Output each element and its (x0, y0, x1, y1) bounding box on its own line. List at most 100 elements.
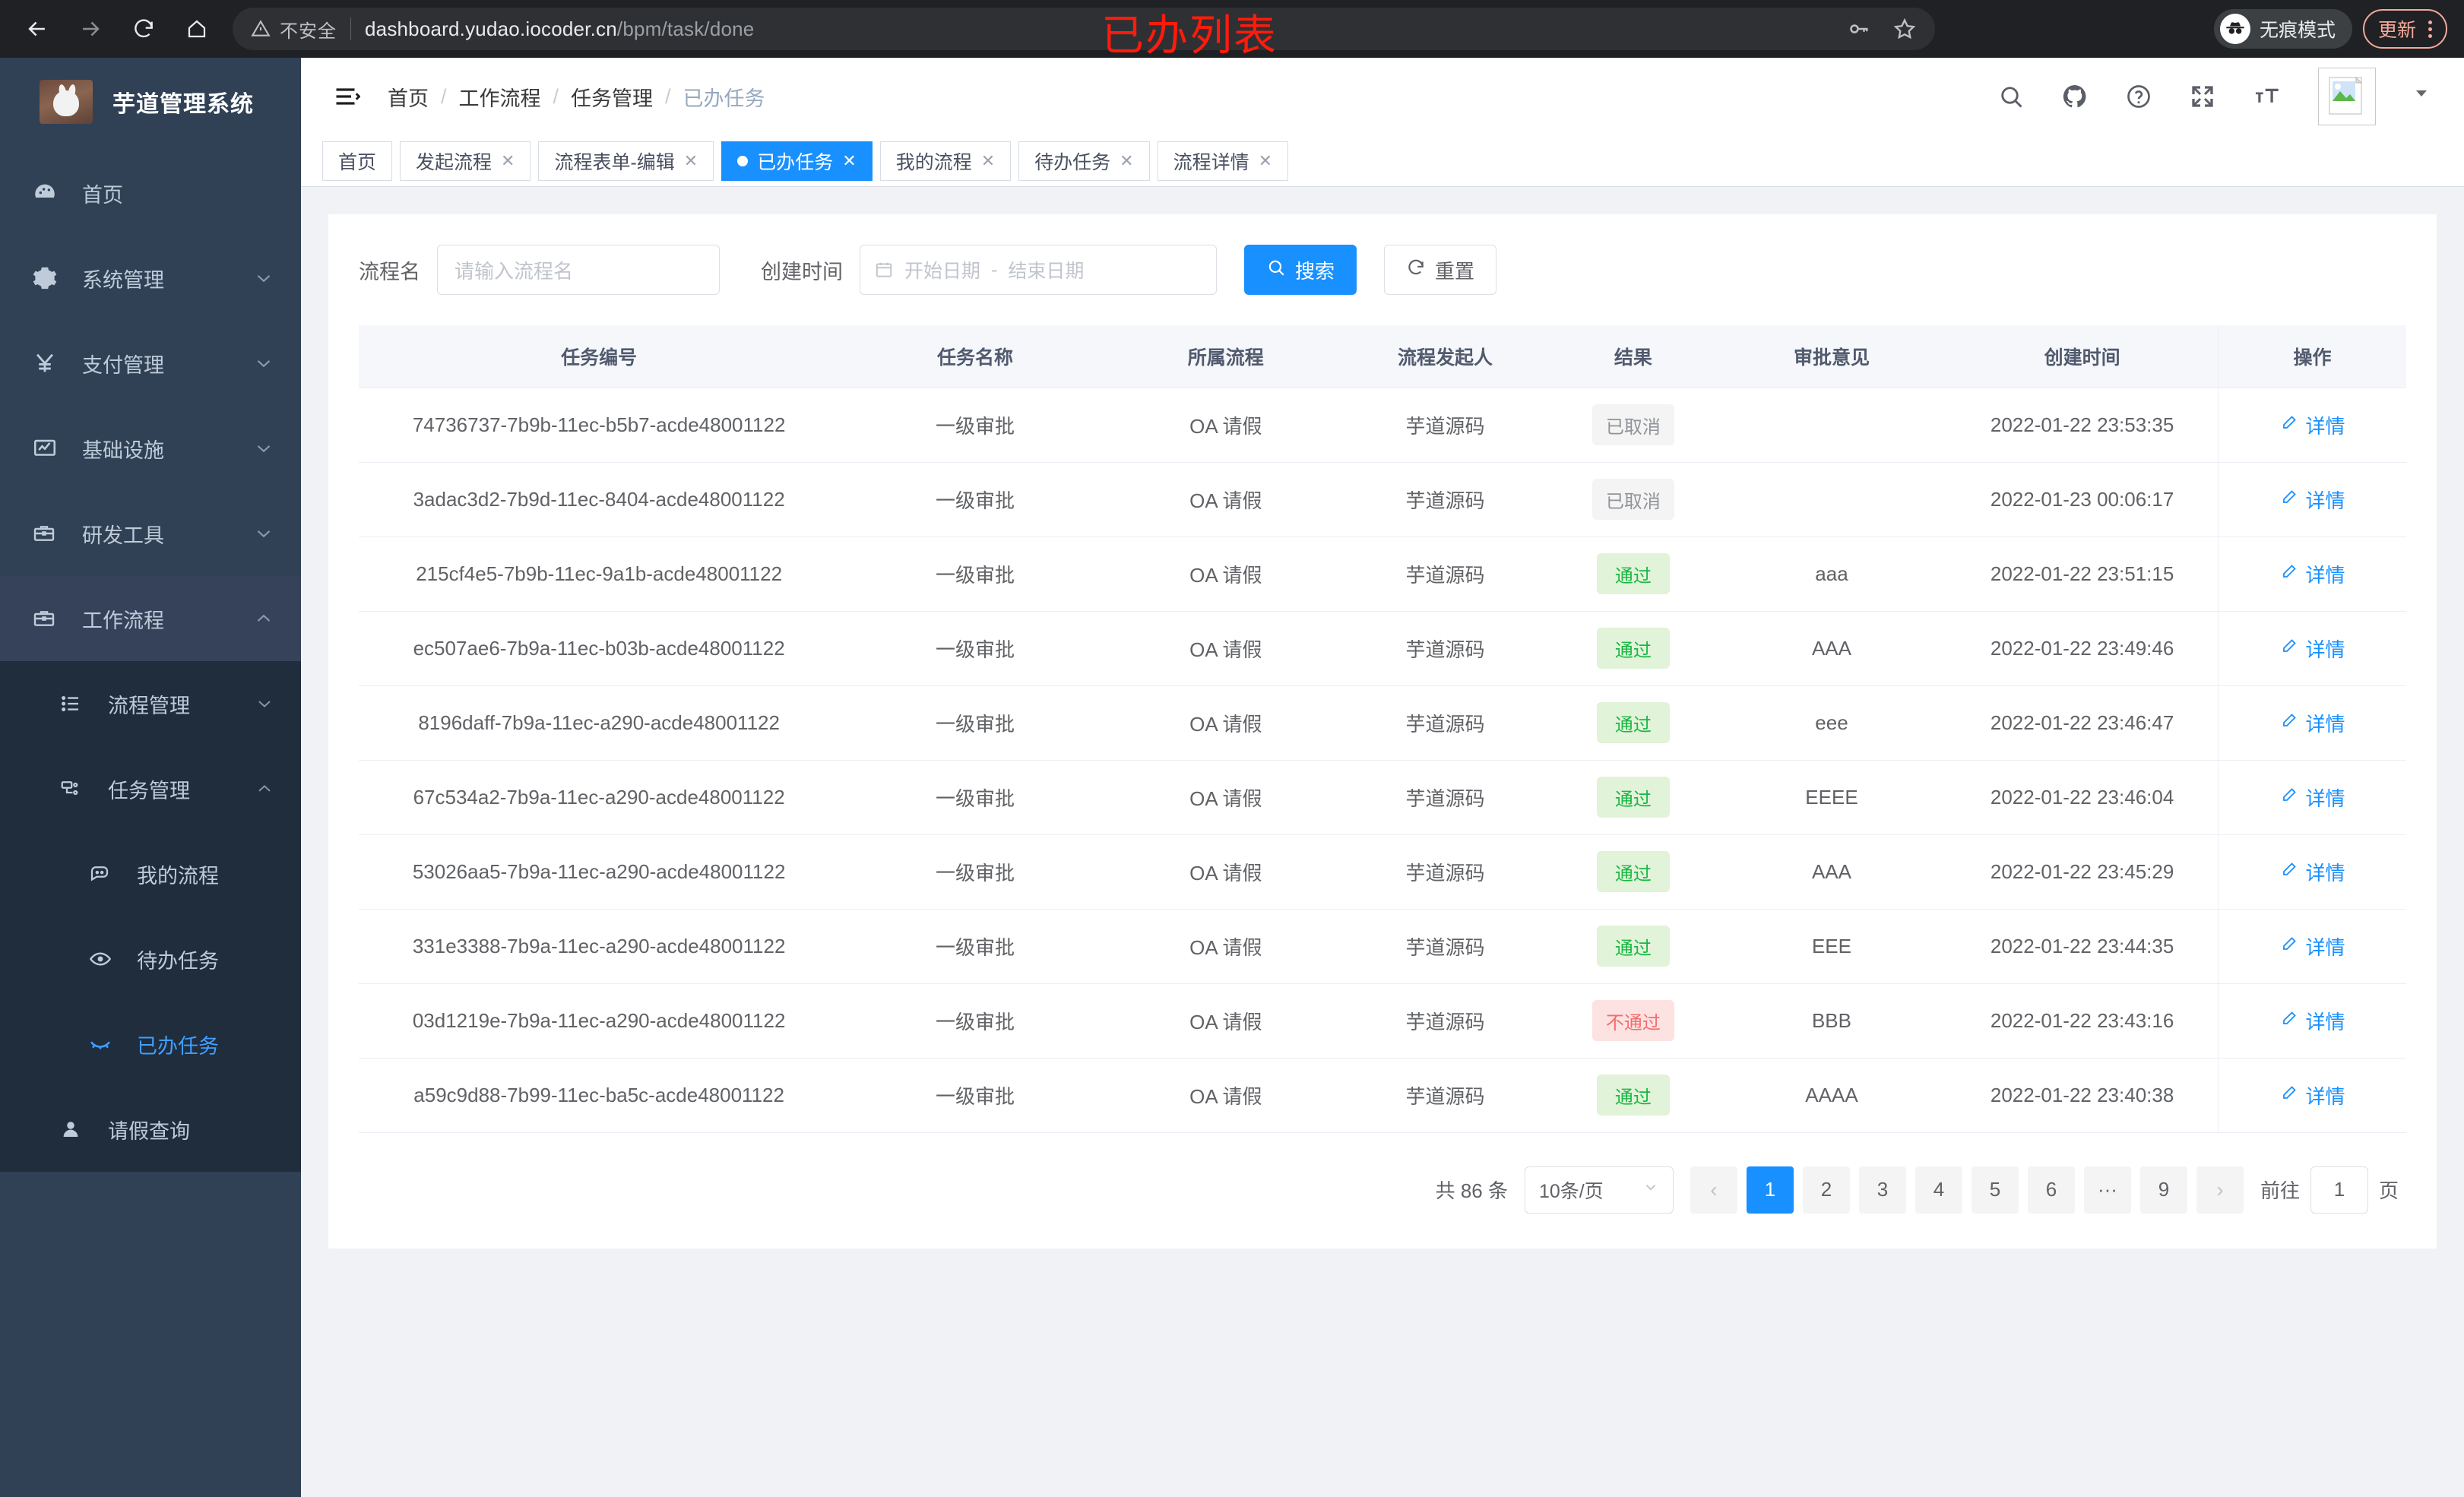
address-bar[interactable]: 不安全 dashboard.yudao.iocoder.cn/bpm/task/… (233, 8, 1935, 50)
font-size-icon[interactable] (2253, 82, 2282, 111)
key-icon[interactable] (1847, 17, 1870, 40)
col-process: 所属流程 (1110, 325, 1341, 388)
cell-task-id: ec507ae6-7b9a-11ec-b03b-acde48001122 (359, 611, 840, 686)
tab-process-form-edit[interactable]: 流程表单-编辑 ✕ (538, 141, 714, 181)
detail-link[interactable]: 详情 (2280, 635, 2345, 663)
reload-icon[interactable] (120, 5, 167, 52)
close-icon[interactable]: ✕ (842, 150, 857, 170)
avatar[interactable] (2318, 68, 2376, 125)
status-badge: 通过 (1596, 628, 1670, 669)
detail-link[interactable]: 详情 (2280, 411, 2345, 439)
tab-todo-task[interactable]: 待办任务 ✕ (1018, 141, 1150, 181)
page-button-5[interactable]: 5 (1971, 1166, 2019, 1214)
incognito-label: 无痕模式 (2259, 20, 2336, 41)
sidebar-logo[interactable]: 芋道管理系统 (0, 58, 301, 146)
next-page-button[interactable]: › (2196, 1166, 2244, 1214)
edit-icon (2280, 488, 2298, 511)
sidebar-item-my-process[interactable]: 我的流程 (0, 831, 301, 916)
close-icon[interactable]: ✕ (1258, 150, 1273, 170)
cell-task-name: 一级审批 (839, 1058, 1111, 1133)
incognito-indicator[interactable]: 无痕模式 (2213, 9, 2352, 49)
page-button-9[interactable]: 9 (2139, 1166, 2187, 1214)
page-button-2[interactable]: 2 (1802, 1166, 1850, 1214)
star-icon[interactable] (1892, 17, 1917, 41)
tab-start-process[interactable]: 发起流程 ✕ (400, 141, 531, 181)
cell-comment: AAA (1716, 834, 1947, 910)
tab-process-detail[interactable]: 流程详情 ✕ (1157, 141, 1289, 181)
detail-link[interactable]: 详情 (2280, 560, 2345, 588)
cell-process: OA 请假 (1110, 611, 1341, 686)
page-button-6[interactable]: 6 (2027, 1166, 2075, 1214)
status-badge: 不通过 (1591, 1000, 1674, 1041)
sidebar-item-task-manage[interactable]: 任务管理 (0, 746, 301, 831)
kebab-menu-icon[interactable] (2424, 20, 2437, 38)
sidebar-item-home[interactable]: 首页 (0, 150, 301, 236)
detail-link[interactable]: 详情 (2280, 858, 2345, 886)
search-button-label: 搜索 (1295, 259, 1335, 283)
sidebar-item-devtools[interactable]: 研发工具 (0, 491, 301, 576)
tab-done-task[interactable]: 已办任务 ✕ (721, 141, 873, 181)
update-button[interactable]: 更新 (2362, 9, 2447, 49)
sidebar-item-system[interactable]: 系统管理 (0, 236, 301, 321)
sidebar-item-infrastructure[interactable]: 基础设施 (0, 406, 301, 491)
page-button-4[interactable]: 4 (1915, 1166, 1962, 1214)
hamburger-icon[interactable] (325, 78, 368, 115)
search-button[interactable]: 搜索 (1244, 245, 1357, 295)
tab-my-process[interactable]: 我的流程 ✕ (879, 141, 1012, 181)
detail-link[interactable]: 详情 (2280, 486, 2345, 514)
sidebar-item-todo-task[interactable]: 待办任务 (0, 916, 301, 1002)
close-icon[interactable]: ✕ (980, 150, 996, 170)
cell-process: OA 请假 (1110, 1058, 1341, 1133)
sidebar-menu: 首页 系统管理 支付管理 (0, 150, 301, 661)
sidebar-item-leave-query[interactable]: 请假查询 (0, 1087, 301, 1172)
sidebar-item-label: 研发工具 (82, 524, 164, 547)
fullscreen-icon[interactable] (2189, 83, 2216, 110)
help-circle-icon[interactable] (2125, 83, 2152, 110)
detail-link[interactable]: 详情 (2280, 709, 2345, 737)
reset-button[interactable]: 重置 (1384, 245, 1497, 295)
breadcrumb-item[interactable]: 首页 (388, 87, 429, 110)
cell-comment: AAA (1716, 611, 1947, 686)
github-icon[interactable] (2061, 83, 2089, 110)
chevron-down-icon[interactable] (2412, 84, 2431, 109)
breadcrumb-item[interactable]: 工作流程 (458, 87, 541, 110)
cell-starter: 芋道源码 (1341, 685, 1550, 761)
edit-icon (2280, 1009, 2298, 1033)
detail-link[interactable]: 详情 (2280, 1007, 2345, 1035)
page-size-select[interactable]: 10条/页 (1524, 1166, 1674, 1214)
dashboard-icon (32, 180, 71, 206)
close-icon[interactable]: ✕ (501, 150, 515, 170)
home-icon[interactable] (173, 5, 220, 52)
table-row: 67c534a2-7b9a-11ec-a290-acde48001122 一级审批… (359, 760, 2406, 835)
page-button-3[interactable]: 3 (1858, 1166, 1906, 1214)
status-badge: 通过 (1596, 926, 1670, 967)
cell-task-id: 53026aa5-7b9a-11ec-a290-acde48001122 (359, 834, 840, 910)
search-icon[interactable] (1997, 83, 2025, 110)
cell-result: 已取消 (1549, 388, 1717, 463)
detail-link[interactable]: 详情 (2280, 932, 2345, 961)
process-name-label: 流程名 (359, 260, 420, 283)
cell-comment: BBB (1716, 983, 1947, 1059)
sidebar-item-done-task[interactable]: 已办任务 (0, 1002, 301, 1087)
cell-task-id: 03d1219e-7b9a-11ec-a290-acde48001122 (359, 983, 840, 1059)
detail-link-label: 详情 (2305, 1010, 2345, 1033)
status-badge: 已取消 (1591, 479, 1674, 520)
close-icon[interactable]: ✕ (683, 150, 698, 170)
process-name-input[interactable]: 请输入流程名 (437, 245, 720, 295)
sidebar-item-process-manage[interactable]: 流程管理 (0, 661, 301, 746)
close-icon[interactable]: ✕ (1120, 150, 1134, 170)
detail-link[interactable]: 详情 (2280, 1081, 2345, 1109)
back-icon[interactable] (14, 5, 61, 52)
forward-icon[interactable] (67, 5, 114, 52)
detail-link[interactable]: 详情 (2280, 783, 2345, 812)
cell-starter: 芋道源码 (1341, 834, 1550, 910)
page-button-1[interactable]: 1 (1746, 1166, 1794, 1214)
tab-home[interactable]: 首页 (322, 141, 393, 181)
page-ellipsis[interactable]: ··· (2083, 1166, 2131, 1214)
breadcrumb-item[interactable]: 任务管理 (571, 87, 654, 110)
prev-page-button[interactable]: ‹ (1690, 1166, 1737, 1214)
create-time-range-picker[interactable]: 开始日期 - 结束日期 (860, 245, 1217, 295)
jump-input[interactable]: 1 (2310, 1166, 2368, 1214)
sidebar-item-payment[interactable]: 支付管理 (0, 321, 301, 406)
sidebar-item-workflow[interactable]: 工作流程 (0, 576, 301, 661)
